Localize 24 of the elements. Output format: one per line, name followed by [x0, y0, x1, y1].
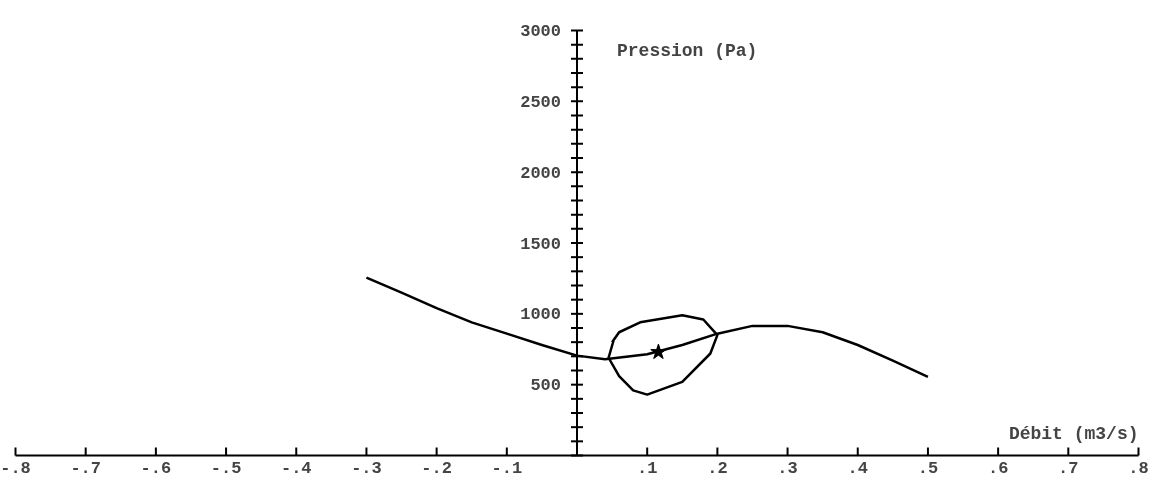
x-tick-label: .1 — [636, 458, 658, 478]
x-tick-label: -.3 — [351, 458, 382, 478]
y-tick-label: 2500 — [520, 92, 562, 112]
x-tick-label: -.6 — [140, 458, 172, 478]
y-tick-label: 1500 — [520, 234, 562, 254]
x-tick-label: -.7 — [70, 458, 101, 478]
x-tick-label: -.2 — [421, 458, 452, 478]
x-tick-label: .7 — [1058, 458, 1079, 478]
x-tick-label: -.8 — [0, 458, 31, 478]
x-tick-label: .5 — [917, 458, 939, 478]
x-tick-label: -.1 — [491, 458, 523, 478]
y-axis-title: Pression (Pa) — [617, 40, 758, 61]
y-tick-label: 500 — [530, 376, 561, 396]
y-tick-label: 3000 — [520, 22, 562, 41]
x-tick-label: .2 — [707, 458, 728, 478]
x-tick-label: -.4 — [280, 458, 312, 478]
x-tick-label: .6 — [987, 458, 1009, 478]
x-tick-label: .3 — [777, 458, 798, 478]
x-tick-label: .8 — [1128, 458, 1149, 478]
x-axis-title: Débit (m3/s) — [1008, 423, 1139, 444]
x-tick-label: -.5 — [210, 458, 242, 478]
x-tick-label: .4 — [847, 458, 868, 478]
y-tick-label: 2000 — [520, 163, 562, 183]
y-tick-label: 1000 — [520, 305, 562, 325]
